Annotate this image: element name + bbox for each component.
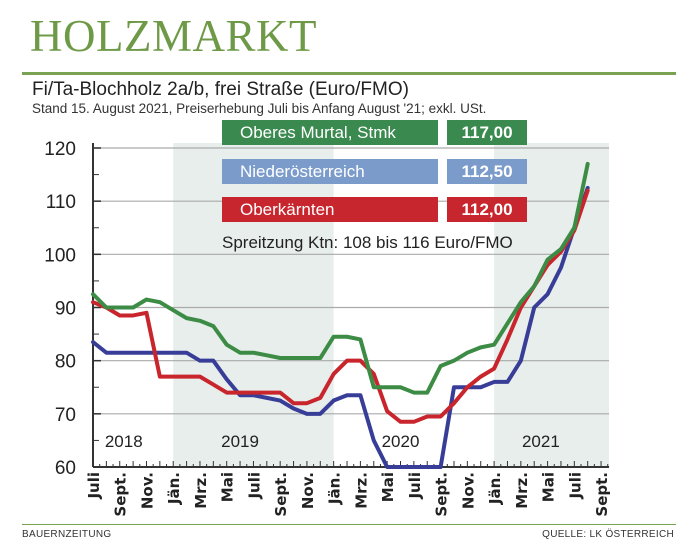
x-tick-label: Sept. bbox=[593, 472, 611, 517]
x-tick-label: Nov. bbox=[459, 472, 477, 509]
legend-label-oberes-murtal: Oberes Murtal, Stmk bbox=[222, 120, 438, 145]
page-title: HOLZMARKT bbox=[30, 11, 317, 61]
y-tick-label: 100 bbox=[44, 245, 76, 266]
y-tick-label: 80 bbox=[55, 352, 76, 373]
x-tick-label: Mrz. bbox=[352, 472, 370, 509]
x-tick-label: Sept. bbox=[272, 472, 290, 517]
x-tick-label: Jän. bbox=[165, 472, 183, 505]
x-tick-label: Juli bbox=[245, 472, 263, 500]
x-tick-label: Mai bbox=[219, 472, 237, 502]
source-label: QUELLE: LK ÖSTERREICH bbox=[542, 529, 674, 540]
series-line-oberes-murtal-stmk bbox=[91, 161, 590, 395]
y-tick-label: 60 bbox=[55, 458, 76, 479]
y-tick-label: 70 bbox=[55, 405, 76, 426]
x-tick-label: Juli bbox=[406, 472, 424, 500]
y-tick-label: 90 bbox=[55, 299, 76, 320]
series-line-oberk-rnten bbox=[91, 188, 590, 424]
year-band-2021 bbox=[494, 143, 610, 467]
x-tick-label: Juli bbox=[566, 472, 584, 500]
x-tick-label: Sept. bbox=[433, 472, 451, 517]
year-label-2021: 2021 bbox=[522, 432, 560, 451]
legend-text: Oberkärnten bbox=[240, 200, 335, 219]
x-tick-label: Sept. bbox=[112, 472, 130, 517]
legend-text: Oberes Murtal, Stmk bbox=[240, 123, 396, 142]
x-tick-label: Mai bbox=[379, 472, 397, 502]
legend-value-niederoesterreich: 112,50 bbox=[447, 159, 527, 184]
y-tick-label: 110 bbox=[46, 192, 76, 213]
x-tick-label: Jän. bbox=[486, 472, 504, 505]
x-tick-label: Mrz. bbox=[513, 472, 531, 509]
legend-text: Niederösterreich bbox=[240, 162, 365, 181]
x-tick-label: Mai bbox=[540, 472, 558, 502]
footer-divider bbox=[22, 524, 676, 525]
x-tick-label: Mrz. bbox=[192, 472, 210, 509]
year-band-2019 bbox=[173, 143, 334, 467]
x-tick-label: Nov. bbox=[138, 472, 156, 509]
x-tick-label: Juli bbox=[85, 472, 103, 500]
year-label-2018: 2018 bbox=[105, 432, 143, 451]
y-tick-label: 120 bbox=[44, 139, 76, 160]
publisher-label: BAUERNZEITUNG bbox=[22, 529, 112, 540]
x-tick-label: Nov. bbox=[299, 472, 317, 509]
legend-value-oberkaernten: 112,00 bbox=[447, 197, 527, 222]
year-label-2020: 2020 bbox=[382, 432, 420, 451]
chart-note: Stand 15. August 2021, Preiserhebung Jul… bbox=[32, 101, 487, 116]
x-tick-label: Jän. bbox=[326, 472, 344, 505]
year-label-2019: 2019 bbox=[221, 432, 259, 451]
series-line-nieder-sterreich bbox=[91, 185, 590, 469]
chart-subtitle: Fi/Ta-Blochholz 2a/b, frei Straße (Euro/… bbox=[32, 79, 409, 100]
legend-label-niederoesterreich: Niederösterreich bbox=[222, 159, 438, 184]
chart-annotation: Spreitzung Ktn: 108 bis 116 Euro/FMO bbox=[222, 233, 513, 252]
title-divider bbox=[22, 72, 676, 75]
legend-value-oberes-murtal: 117,00 bbox=[447, 120, 527, 145]
legend-label-oberkaernten: Oberkärnten bbox=[222, 197, 438, 222]
